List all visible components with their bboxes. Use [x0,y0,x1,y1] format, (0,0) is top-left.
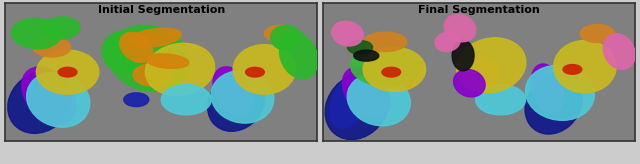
Ellipse shape [36,50,99,94]
Ellipse shape [161,85,211,115]
Ellipse shape [525,74,582,134]
Ellipse shape [264,25,296,42]
Ellipse shape [27,72,90,127]
Ellipse shape [332,21,364,46]
Ellipse shape [102,31,146,72]
Ellipse shape [58,67,77,77]
Ellipse shape [108,25,189,91]
Ellipse shape [444,14,476,42]
Ellipse shape [233,45,296,94]
Ellipse shape [531,64,564,113]
Ellipse shape [354,50,379,61]
Ellipse shape [211,71,274,123]
Ellipse shape [382,67,401,77]
Ellipse shape [33,38,70,57]
Ellipse shape [351,45,419,86]
Ellipse shape [604,34,636,69]
Ellipse shape [280,32,318,79]
Ellipse shape [363,32,407,51]
Ellipse shape [452,41,474,71]
Ellipse shape [456,38,526,93]
Ellipse shape [348,74,410,126]
Text: Final Segmentation: Final Segmentation [418,5,540,15]
Ellipse shape [42,17,80,39]
Ellipse shape [145,43,214,95]
Ellipse shape [580,25,614,42]
Ellipse shape [133,64,171,86]
Ellipse shape [342,67,390,119]
Text: Initial Segmentation: Initial Segmentation [98,5,225,15]
Ellipse shape [120,32,153,62]
Ellipse shape [476,85,525,115]
Ellipse shape [363,47,426,92]
Ellipse shape [124,93,148,107]
Ellipse shape [525,65,595,120]
Ellipse shape [129,28,181,47]
Ellipse shape [435,32,460,51]
Ellipse shape [271,25,302,50]
Ellipse shape [457,57,500,87]
Ellipse shape [348,41,372,54]
Ellipse shape [325,74,388,140]
Ellipse shape [213,67,253,116]
Ellipse shape [330,71,371,128]
Ellipse shape [246,67,264,77]
Ellipse shape [22,67,76,124]
Ellipse shape [147,54,189,68]
Ellipse shape [12,19,61,49]
Ellipse shape [554,41,616,93]
Ellipse shape [563,65,582,74]
Ellipse shape [8,72,71,133]
Ellipse shape [454,69,485,97]
Ellipse shape [207,74,265,131]
